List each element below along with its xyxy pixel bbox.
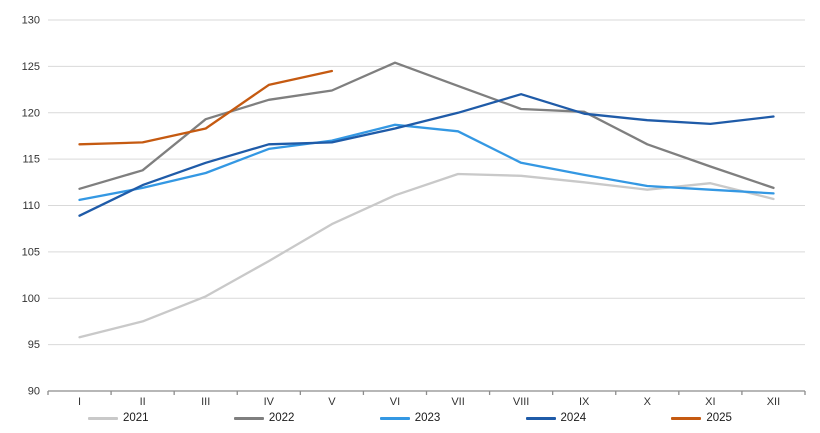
x-axis-label: II bbox=[140, 396, 146, 408]
legend-label-2024: 2024 bbox=[560, 412, 587, 424]
y-axis-label: 110 bbox=[22, 200, 40, 212]
legend-item-2025: 2025 bbox=[671, 412, 732, 424]
legend-swatch-2024 bbox=[525, 416, 556, 420]
y-axis-label: 125 bbox=[22, 61, 40, 73]
x-axis-label: IV bbox=[264, 396, 275, 408]
y-axis-label: 90 bbox=[28, 386, 40, 398]
legend-item-2024: 2024 bbox=[525, 412, 587, 424]
y-axis-label: 100 bbox=[22, 293, 40, 305]
legend-label-2023: 2023 bbox=[414, 412, 441, 424]
y-axis-label: 130 bbox=[22, 15, 40, 27]
x-axis-label: XII bbox=[767, 396, 780, 408]
series-line-2023 bbox=[78, 123, 775, 202]
legend-swatch-2022 bbox=[233, 416, 264, 420]
x-axis-label: III bbox=[201, 396, 210, 408]
legend-label-2021: 2021 bbox=[123, 412, 149, 424]
legend-item-2022: 2022 bbox=[233, 412, 295, 424]
x-axis-label: X bbox=[644, 396, 652, 408]
x-axis-label: V bbox=[328, 396, 336, 408]
x-axis-label: IX bbox=[579, 396, 590, 408]
x-axis-label: VII bbox=[451, 396, 464, 408]
x-axis-label: I bbox=[78, 396, 81, 408]
legend-swatch-2025 bbox=[671, 416, 702, 420]
legend-label-2022: 2022 bbox=[268, 412, 295, 424]
legend-item-2021: 2021 bbox=[88, 412, 149, 424]
series-line-2024 bbox=[78, 93, 775, 217]
x-axis-label: VIII bbox=[513, 396, 530, 408]
chart-legend: 2021 2022 2023 2024 2025 bbox=[88, 407, 732, 429]
x-axis-label: XI bbox=[705, 396, 715, 408]
y-axis-label: 115 bbox=[22, 154, 40, 166]
y-axis-label: 120 bbox=[22, 107, 40, 119]
series-line-2025 bbox=[78, 69, 334, 146]
series-line-2022 bbox=[78, 61, 775, 190]
legend-item-2023: 2023 bbox=[379, 412, 441, 424]
x-axis-label: VI bbox=[390, 396, 400, 408]
legend-label-2025: 2025 bbox=[706, 412, 732, 424]
legend-swatch-2021 bbox=[88, 416, 118, 420]
y-axis-label: 105 bbox=[22, 246, 40, 258]
series-line-2021 bbox=[78, 172, 775, 339]
y-axis-label: 95 bbox=[28, 339, 40, 351]
legend-swatch-2023 bbox=[379, 416, 410, 420]
